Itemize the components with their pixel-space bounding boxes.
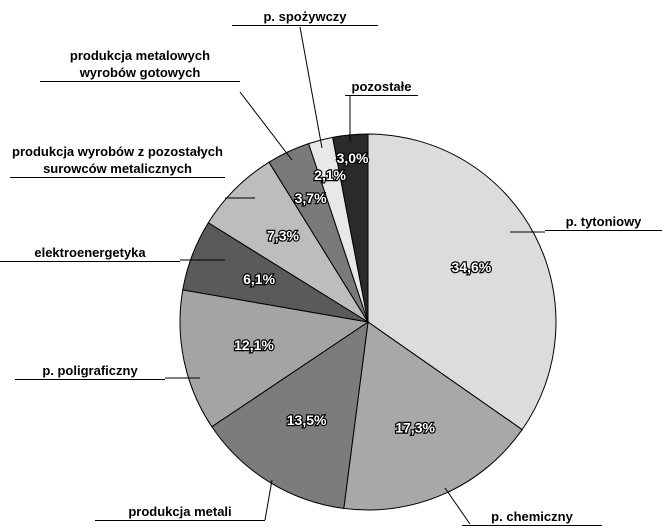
category-label: p. spożywczy — [232, 8, 378, 26]
leader-line — [264, 479, 273, 521]
data-label: 2,1% — [314, 167, 346, 183]
data-label: 3,0% — [337, 150, 369, 166]
pie-slice — [343, 321, 523, 511]
category-label: p. poligraficzny — [15, 362, 165, 380]
category-label: pozostałe — [345, 78, 418, 96]
data-label: 12,1% — [234, 337, 274, 353]
leader-line — [239, 91, 293, 161]
data-label: 6,1% — [243, 271, 275, 287]
leader-line — [299, 26, 323, 149]
category-label: produkcja metali — [95, 503, 265, 521]
data-label: 13,5% — [287, 412, 327, 428]
pie-slice — [211, 320, 369, 509]
category-label: p. tytoniowy — [545, 213, 662, 231]
data-label: 7,3% — [267, 228, 299, 244]
category-label: produkcja metalowych wyrobów gotowych — [40, 47, 240, 82]
data-label: 17,3% — [395, 419, 435, 435]
pie-slice — [367, 133, 557, 431]
leader-line — [444, 487, 471, 525]
data-label: 34,6% — [452, 259, 492, 275]
pie-slice — [179, 289, 370, 428]
category-label: p. chemiczny — [462, 508, 602, 526]
category-label: produkcja wyrobów z pozostałych surowców… — [10, 143, 225, 178]
data-label: 3,7% — [295, 190, 327, 206]
category-label: elektroenergetyka — [0, 244, 180, 262]
